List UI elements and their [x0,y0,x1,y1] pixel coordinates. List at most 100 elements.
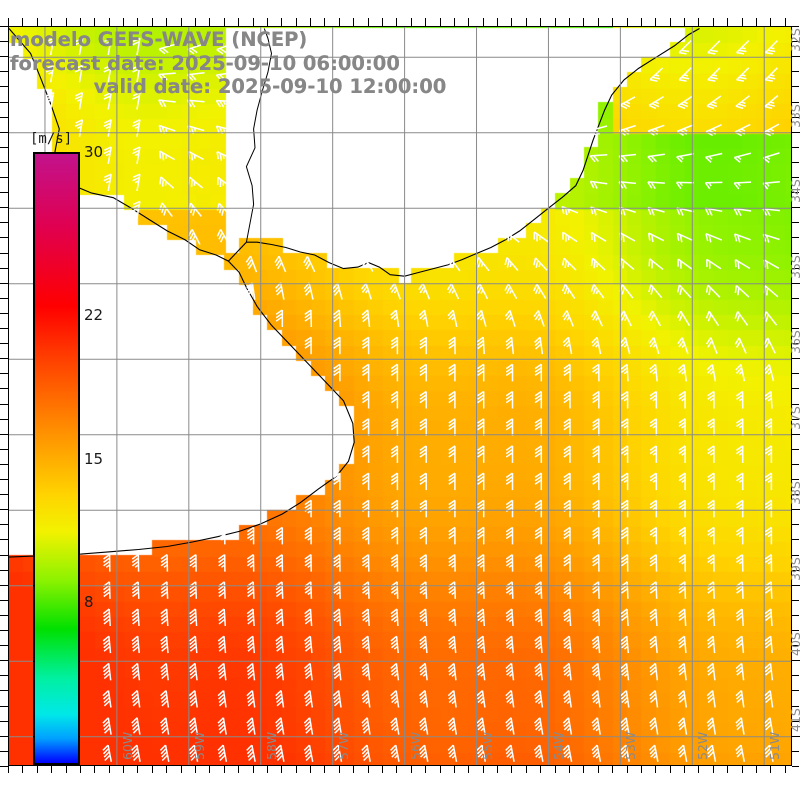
wind-barb [477,418,485,436]
wind-barb [103,119,112,137]
tick-top [51,18,52,26]
wind-barb [333,472,341,491]
wind-barb [390,472,399,491]
wind-barb [591,635,601,654]
tick-right [792,207,800,208]
tick-right [792,147,799,148]
wind-barb [505,526,514,545]
wind-barb [764,40,778,55]
tick-bottom [8,766,9,773]
wind-barb [764,553,773,572]
wind-barb [477,363,485,382]
tick-top [238,18,239,26]
tick-bottom [483,766,484,773]
wind-barb [533,744,544,762]
wind-barb [563,390,571,409]
wind-barb [390,309,400,328]
wind-barb [159,202,173,218]
lon-label-57W: 57W [335,731,351,760]
tick-left [0,630,8,631]
wind-barb [591,690,601,708]
tick-bottom [109,766,110,773]
tick-top [353,18,354,26]
wind-barb [534,608,543,627]
wind-barb [102,635,112,654]
wind-barb [676,153,694,163]
wind-barb [448,445,456,463]
wind-barb [647,181,665,189]
wind-barb [735,635,745,654]
tick-right [792,555,799,556]
wind-barb [620,581,629,599]
tick-bottom [22,766,23,773]
wind-barb [159,744,170,762]
wind-barb [131,662,141,681]
tick-right [792,283,800,284]
wind-barb [217,635,227,654]
tick-right [792,736,800,737]
tick-bottom [224,766,225,773]
wind-barb [505,390,514,409]
tick-bottom [454,766,455,773]
wind-barb [447,309,458,327]
graticule-grid [9,27,791,765]
wind-barb [390,744,400,762]
wind-barb [419,363,427,382]
wind-barb [706,95,722,110]
wind-barb [361,662,371,681]
tick-top [713,18,714,26]
wind-barb [102,744,113,762]
tick-top [324,18,325,26]
wind-barb [764,744,774,762]
wind-barb [736,526,744,545]
wind-barb [534,635,543,654]
wind-barb [678,553,686,572]
wind-barb [103,553,111,572]
tick-top [727,18,728,26]
wind-barb [333,363,341,382]
wind-barb [735,363,746,382]
wind-barb [477,472,485,491]
wind-barb [676,232,694,243]
wind-barb [736,418,744,436]
wind-barb [418,282,431,300]
wind-barb [649,635,658,654]
wind-barb [304,309,313,328]
wind-barb [476,717,486,735]
tick-right [792,675,799,676]
tick-right [792,41,799,42]
tick-top [770,18,771,26]
wind-barb [448,472,456,491]
wind-barb [589,180,608,189]
tick-right [792,56,800,57]
tick-right [792,766,799,767]
wind-barb [448,526,456,545]
tick-right [792,268,799,269]
wind-barb [419,662,428,681]
wind-barb [447,662,457,681]
wind-barb [275,608,284,627]
tick-bottom [540,766,541,773]
wind-barb [563,418,571,436]
wind-barb [333,553,341,572]
wind-barb [158,99,176,108]
wind-barb [303,256,316,273]
tick-right [792,630,799,631]
wind-barb [448,390,456,409]
tick-left [0,253,8,254]
tick-bottom [382,766,383,773]
wind-barb [677,310,691,327]
tick-left [0,26,8,27]
wind-barb [649,553,658,572]
wind-barb [131,744,141,762]
wind-barb [649,445,658,463]
wind-barb [447,717,458,735]
wind-barb [706,744,717,762]
wind-barb [534,553,543,572]
tick-right [792,86,799,87]
wind-barb [676,284,692,299]
wind-barb [736,472,744,491]
lat-label-38S: 38S [788,481,800,506]
wind-barb [333,608,342,627]
wind-barb [764,717,774,735]
